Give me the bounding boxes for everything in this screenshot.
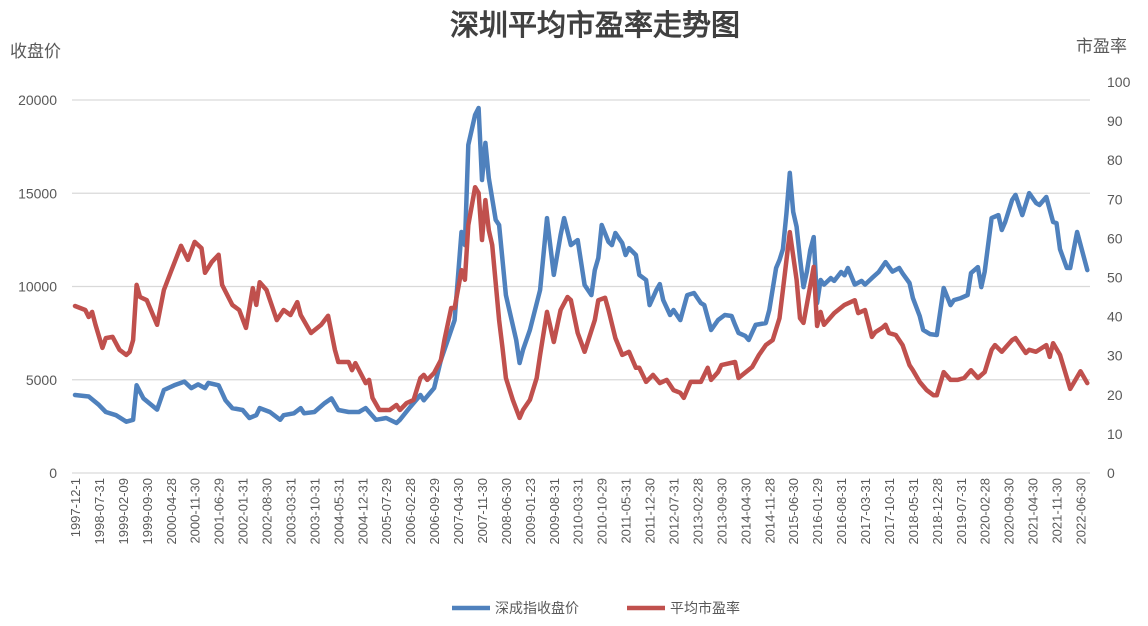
series-lines <box>72 105 1090 426</box>
right-tick-label: 20 <box>1107 387 1123 403</box>
x-tick-label: 2012-07-31 <box>667 478 682 545</box>
right-tick-label: 70 <box>1107 191 1123 207</box>
left-tick-label: 5000 <box>26 372 57 388</box>
gridlines <box>72 99 1090 474</box>
x-tick-label: 2008-06-30 <box>499 478 514 545</box>
right-tick-label: 0 <box>1107 465 1115 481</box>
right-tick-label: 40 <box>1107 309 1123 325</box>
x-tick-label: 2015-06-30 <box>786 478 801 545</box>
x-tick-label: 2017-03-31 <box>858 478 873 545</box>
x-tick-label: 2010-10-29 <box>595 478 610 545</box>
legend-label-pe: 平均市盈率 <box>670 600 740 617</box>
x-axis-ticks: 1997-12-1 1998-07-31 1999-02-09 1999-09-30 2… <box>68 478 1088 545</box>
x-tick-label: 2005-07-29 <box>379 478 394 545</box>
right-tick-label: 30 <box>1107 348 1123 364</box>
x-tick-label: 2006-02-28 <box>403 478 418 545</box>
x-tick-label: 2014-11-28 <box>762 478 777 544</box>
x-tick-label: 2013-09-30 <box>714 478 729 545</box>
x-tick-label: 2004-12-31 <box>355 478 370 545</box>
x-tick-label: 1997-12-1 <box>68 478 83 537</box>
left-axis-title: 收盘价 <box>10 42 61 62</box>
right-tick-label: 10 <box>1107 426 1123 442</box>
x-tick-label: 1999-09-30 <box>140 478 155 545</box>
left-axis-ticks: 0 5000 10000 15000 20000 <box>18 92 57 481</box>
x-tick-label: 2018-12-28 <box>930 478 945 545</box>
x-tick-label: 2017-10-31 <box>882 478 897 545</box>
x-tick-label: 2007-11-30 <box>475 478 490 544</box>
legend: 深成指收盘价 平均市盈率 <box>452 600 740 617</box>
x-tick-label: 2002-01-31 <box>236 478 251 545</box>
x-tick-label: 2004-05-31 <box>331 478 346 545</box>
x-tick-label: 2010-03-31 <box>571 478 586 545</box>
x-tick-label: 2019-07-31 <box>954 478 969 545</box>
x-tick-label: 2000-04-28 <box>164 478 179 545</box>
left-tick-label: 10000 <box>18 279 57 295</box>
x-tick-label: 2014-04-30 <box>738 478 753 545</box>
right-tick-label: 60 <box>1107 230 1123 246</box>
x-tick-label: 2021-11-30 <box>1050 478 1065 544</box>
x-tick-label: 2009-01-23 <box>523 478 538 545</box>
x-tick-label: 2003-03-31 <box>283 478 298 545</box>
left-tick-label: 20000 <box>18 92 57 108</box>
x-tick-label: 2016-08-31 <box>834 478 849 545</box>
x-tick-label: 2002-08-30 <box>260 478 275 545</box>
x-tick-label: 2022-06-30 <box>1073 478 1088 545</box>
right-tick-label: 50 <box>1107 270 1123 286</box>
x-tick-label: 2021-04-30 <box>1026 478 1041 545</box>
x-tick-label: 2013-02-28 <box>690 478 705 545</box>
legend-label-index: 深成指收盘价 <box>495 600 579 617</box>
x-tick-label: 2009-08-31 <box>547 478 562 545</box>
right-tick-label: 80 <box>1107 152 1123 168</box>
x-tick-label: 2011-12-30 <box>643 478 658 544</box>
x-tick-label: 2000-11-30 <box>188 478 203 544</box>
right-axis-ticks: 0 10 20 30 40 50 60 70 80 90 100 <box>1107 74 1131 481</box>
right-tick-label: 100 <box>1107 74 1131 90</box>
x-tick-label: 1999-02-09 <box>116 478 131 545</box>
chart-title: 深圳平均市盈率走势图 <box>450 8 740 42</box>
x-tick-label: 1998-07-31 <box>92 478 107 545</box>
left-tick-label: 0 <box>49 465 57 481</box>
x-tick-label: 2011-05-31 <box>619 478 634 544</box>
right-axis-title: 市盈率 <box>1076 37 1127 57</box>
x-tick-label: 2016-01-29 <box>810 478 825 545</box>
right-tick-label: 90 <box>1107 113 1123 129</box>
x-tick-label: 2020-09-30 <box>1002 478 1017 545</box>
x-tick-label: 2018-05-31 <box>906 478 921 545</box>
x-tick-label: 2007-04-30 <box>451 478 466 545</box>
left-tick-label: 15000 <box>18 185 57 201</box>
x-tick-label: 2006-09-29 <box>427 478 442 545</box>
x-tick-label: 2003-10-31 <box>307 478 322 545</box>
x-tick-label: 2020-02-28 <box>978 478 993 545</box>
x-tick-label: 2001-06-29 <box>212 478 227 545</box>
